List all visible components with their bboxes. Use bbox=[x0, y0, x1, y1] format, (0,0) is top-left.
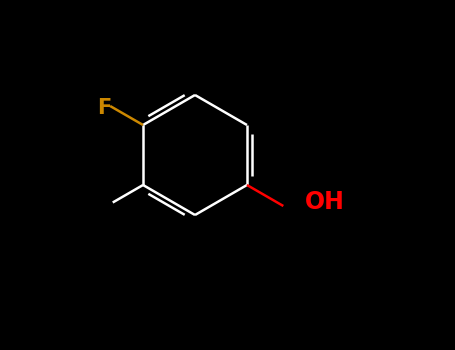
Text: OH: OH bbox=[305, 190, 345, 214]
Text: F: F bbox=[97, 98, 111, 118]
